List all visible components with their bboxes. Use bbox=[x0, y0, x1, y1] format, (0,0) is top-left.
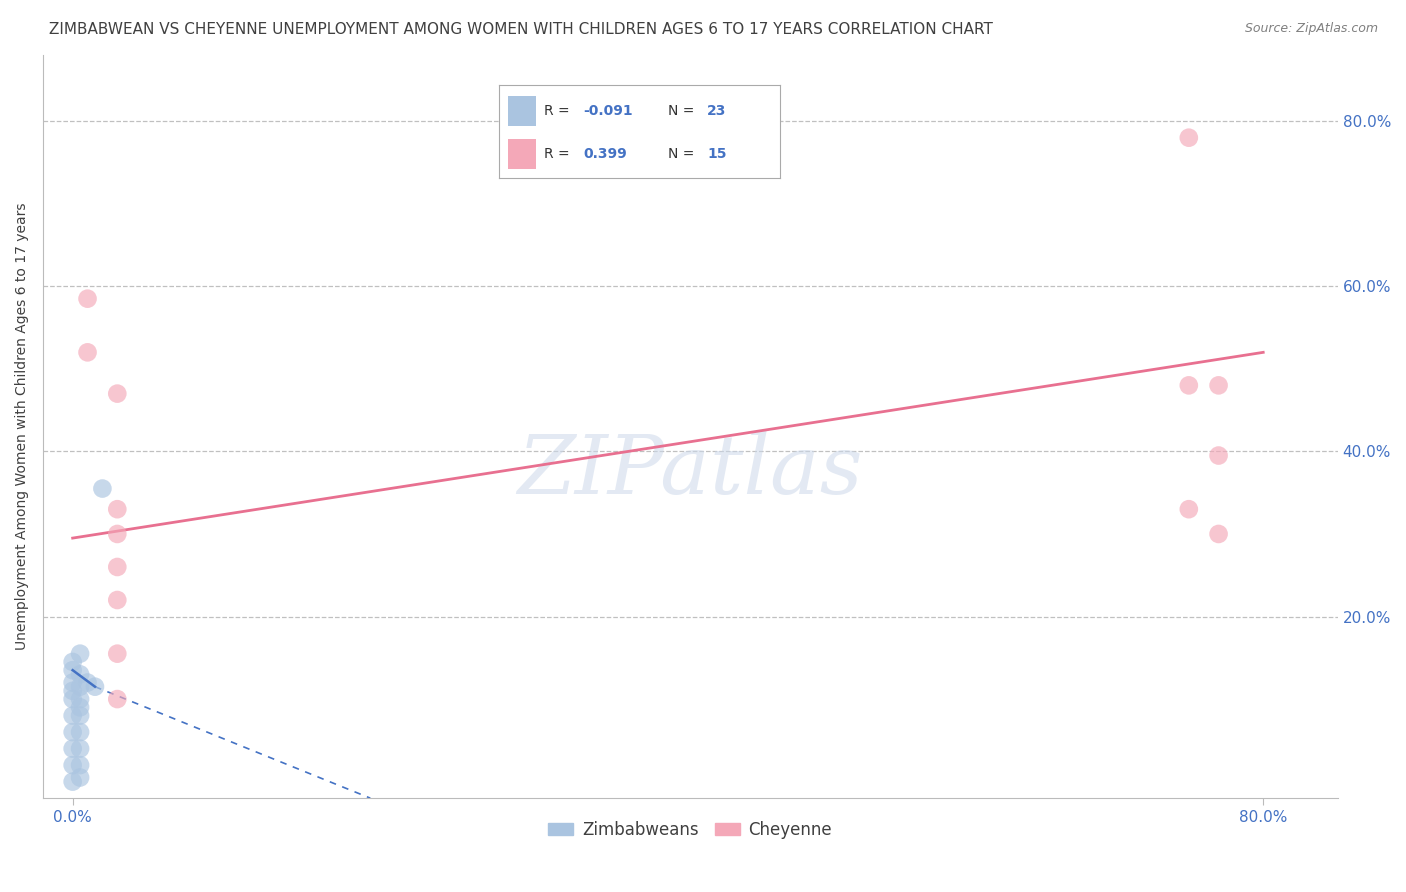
Text: -0.091: -0.091 bbox=[583, 104, 633, 118]
FancyBboxPatch shape bbox=[508, 139, 536, 169]
Point bbox=[105, 386, 128, 401]
Text: Source: ZipAtlas.com: Source: ZipAtlas.com bbox=[1244, 22, 1378, 36]
Text: R =: R = bbox=[544, 147, 574, 161]
Point bbox=[69, 725, 91, 739]
Point bbox=[62, 725, 84, 739]
Point bbox=[69, 680, 91, 694]
Point bbox=[1208, 378, 1230, 392]
Text: N =: N = bbox=[668, 147, 699, 161]
Text: 23: 23 bbox=[707, 104, 727, 118]
Point bbox=[105, 692, 128, 706]
Point bbox=[69, 708, 91, 723]
Text: ZIMBABWEAN VS CHEYENNE UNEMPLOYMENT AMONG WOMEN WITH CHILDREN AGES 6 TO 17 YEARS: ZIMBABWEAN VS CHEYENNE UNEMPLOYMENT AMON… bbox=[49, 22, 993, 37]
Point bbox=[69, 700, 91, 714]
Point bbox=[105, 593, 128, 607]
Point bbox=[84, 680, 107, 694]
Point bbox=[69, 667, 91, 681]
Point bbox=[69, 647, 91, 661]
Text: R =: R = bbox=[544, 104, 574, 118]
Point bbox=[1178, 502, 1201, 516]
Point bbox=[105, 527, 128, 541]
Point bbox=[69, 692, 91, 706]
Text: ZIPatlas: ZIPatlas bbox=[517, 431, 863, 511]
Point bbox=[62, 655, 84, 669]
Point bbox=[69, 771, 91, 785]
Point bbox=[1178, 378, 1201, 392]
Point bbox=[105, 502, 128, 516]
Point bbox=[62, 692, 84, 706]
Point bbox=[69, 741, 91, 756]
Point bbox=[62, 758, 84, 772]
Point bbox=[1208, 449, 1230, 463]
Point bbox=[62, 675, 84, 690]
Point bbox=[76, 675, 98, 690]
Point bbox=[76, 292, 98, 306]
Point bbox=[1208, 527, 1230, 541]
Point bbox=[76, 345, 98, 359]
Y-axis label: Unemployment Among Women with Children Ages 6 to 17 years: Unemployment Among Women with Children A… bbox=[15, 202, 30, 650]
Point bbox=[62, 663, 84, 677]
Text: 15: 15 bbox=[707, 147, 727, 161]
Point bbox=[105, 647, 128, 661]
FancyBboxPatch shape bbox=[508, 96, 536, 126]
Point bbox=[62, 708, 84, 723]
Text: N =: N = bbox=[668, 104, 699, 118]
Point bbox=[105, 560, 128, 574]
Point bbox=[62, 741, 84, 756]
Legend: Zimbabweans, Cheyenne: Zimbabweans, Cheyenne bbox=[541, 814, 839, 846]
Point bbox=[91, 482, 114, 496]
Text: 0.399: 0.399 bbox=[583, 147, 627, 161]
Point bbox=[69, 758, 91, 772]
Point bbox=[62, 683, 84, 698]
Point bbox=[62, 774, 84, 789]
Point bbox=[1178, 130, 1201, 145]
